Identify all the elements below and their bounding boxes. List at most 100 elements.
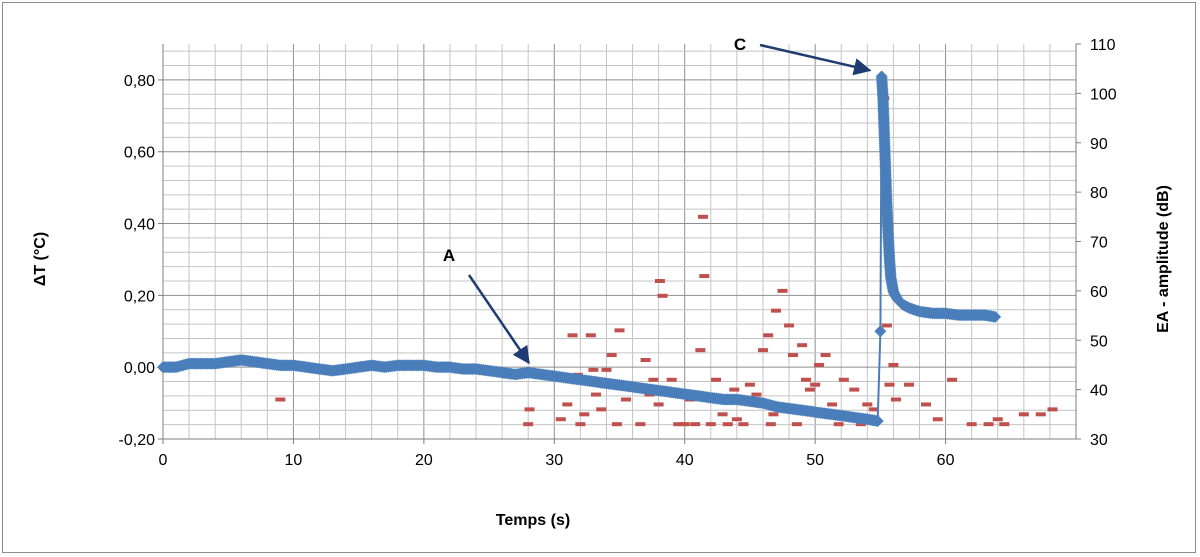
y-left-tick-label: 0,20: [124, 288, 155, 305]
ea-point: [792, 422, 802, 426]
ea-point: [849, 388, 859, 392]
ea-point: [839, 378, 849, 382]
ea-point: [729, 388, 739, 392]
x-tick-label: 50: [806, 452, 824, 469]
ea-point: [738, 422, 748, 426]
ea-point: [751, 393, 761, 397]
x-tick-label: 60: [937, 452, 955, 469]
chart: 0 10 20 30 40 50 60 -0,20 0,00 0,20 0,40 0,60 0,80 30…: [3, 3, 1197, 554]
ea-point: [596, 407, 606, 411]
ea-point: [904, 383, 914, 387]
ea-point: [1048, 407, 1058, 411]
y-right-tick-label: 40: [1090, 383, 1108, 400]
ea-point: [586, 333, 596, 337]
ea-point: [801, 378, 811, 382]
ea-point: [711, 378, 721, 382]
series-ea-amplitude: [275, 96, 1057, 426]
ea-point: [993, 417, 1003, 421]
ea-point: [575, 422, 585, 426]
ea-point: [658, 294, 668, 298]
ea-point: [680, 422, 690, 426]
ea-point: [884, 383, 894, 387]
ea-point: [766, 422, 776, 426]
y-right-tick-label: 90: [1090, 136, 1108, 153]
ea-point: [648, 378, 658, 382]
ea-point: [523, 422, 533, 426]
ea-point: [814, 363, 824, 367]
y-right-tick-label: 70: [1090, 235, 1108, 252]
annotation-label-a: A: [443, 246, 455, 265]
ea-point: [888, 363, 898, 367]
ea-point: [1036, 412, 1046, 416]
ea-point: [275, 398, 285, 402]
ea-point: [810, 383, 820, 387]
y-right-tick-label: 80: [1090, 185, 1108, 202]
ea-point: [921, 402, 931, 406]
ea-point: [778, 289, 788, 293]
y-left-tick-label: 0,40: [124, 217, 155, 234]
ea-point: [699, 274, 709, 278]
ea-point: [763, 333, 773, 337]
ea-point: [706, 422, 716, 426]
ea-point: [834, 422, 844, 426]
x-tick-label: 10: [285, 452, 303, 469]
ea-point: [768, 412, 778, 416]
ea-point: [615, 328, 625, 332]
ea-point: [933, 417, 943, 421]
annotation-label-c: C: [734, 35, 746, 54]
y-left-tick-label: 0,00: [124, 360, 155, 377]
y-right-tick-label: 50: [1090, 333, 1108, 350]
ea-point: [984, 422, 994, 426]
y-left-tick-label: 0,80: [124, 73, 155, 90]
ea-point: [562, 402, 572, 406]
ea-point: [891, 398, 901, 402]
x-axis-title: Temps (s): [496, 512, 570, 529]
ea-point: [784, 323, 794, 327]
ea-point: [1019, 412, 1029, 416]
ea-point: [805, 388, 815, 392]
x-tick-label: 20: [415, 452, 433, 469]
y-axis-title-left: ΔT (°C): [32, 232, 49, 286]
y-right-tick-label: 100: [1090, 86, 1117, 103]
ea-point: [612, 422, 622, 426]
y-right-tick-label: 60: [1090, 284, 1108, 301]
ea-point: [690, 422, 700, 426]
ea-point: [827, 402, 837, 406]
y-right-tick-label: 30: [1090, 432, 1108, 449]
x-tick-label: 40: [676, 452, 694, 469]
ea-point: [591, 393, 601, 397]
ea-point: [797, 343, 807, 347]
ea-point: [525, 407, 535, 411]
ea-point: [882, 323, 892, 327]
tick-labels: 0 10 20 30 40 50 60 -0,20 0,00 0,20 0,40 0,60 0,80 30…: [119, 37, 1117, 469]
ea-point: [667, 378, 677, 382]
x-tick-label: 0: [159, 452, 168, 469]
ea-point: [745, 383, 755, 387]
ea-point: [999, 422, 1009, 426]
ea-point: [788, 353, 798, 357]
ea-point: [967, 422, 977, 426]
ea-point: [621, 398, 631, 402]
ea-point: [579, 412, 589, 416]
ea-point: [723, 422, 733, 426]
ea-point: [758, 348, 768, 352]
ea-point: [635, 422, 645, 426]
ea-point: [771, 309, 781, 313]
ea-point: [641, 358, 651, 362]
ea-point: [588, 368, 598, 372]
y-left-tick-label: -0,20: [119, 432, 156, 449]
y-axis-title-right: EA - amplitude (dB): [1155, 185, 1172, 333]
ea-point: [601, 368, 611, 372]
annotation-arrow-a: [469, 275, 529, 363]
ea-point: [655, 279, 665, 283]
annotations: AC: [443, 35, 870, 363]
ea-point: [568, 333, 578, 337]
ea-point: [718, 412, 728, 416]
ea-point: [654, 402, 664, 406]
ea-point: [732, 417, 742, 421]
ea-point: [556, 417, 566, 421]
y-left-tick-label: 0,60: [124, 145, 155, 162]
ea-point: [947, 378, 957, 382]
ea-point: [862, 402, 872, 406]
